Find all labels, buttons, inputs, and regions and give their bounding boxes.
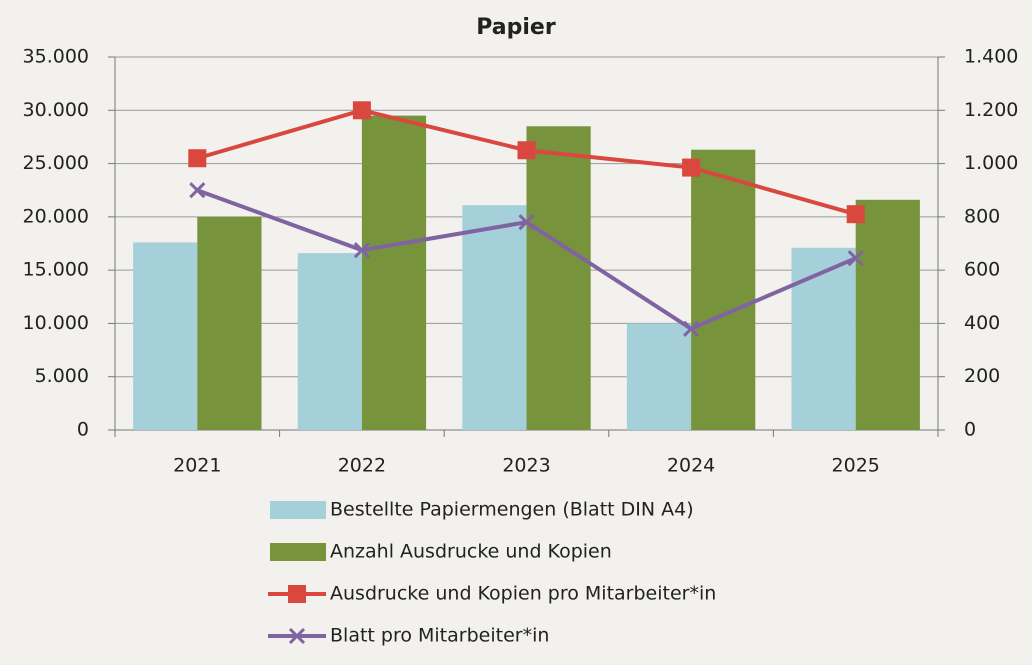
line-marker [517,141,536,160]
legend-swatch [270,501,326,519]
x-tick-label: 2021 [173,455,221,477]
y2-tick-label: 200 [964,365,1000,387]
y2-tick-label: 800 [964,205,1000,227]
legend-marker [288,585,306,603]
y-tick-label: 10.000 [23,312,89,334]
line-marker [353,242,370,259]
bar [526,126,591,431]
y2-tick-label: 400 [964,312,1000,334]
y2-tick-label: 1.200 [964,99,1018,121]
bar [361,115,427,430]
line-marker [352,101,371,120]
y2-tick-label: 0 [964,419,976,441]
y-tick-label: 25.000 [23,152,89,174]
bar [297,253,362,430]
y-tick-label: 20.000 [23,205,89,227]
legend-label: Bestellte Papiermengen (Blatt DIN A4) [330,499,694,521]
y2-tick-label: 600 [964,259,1000,281]
line-marker [188,149,207,168]
legend-label: Ausdrucke und Kopien pro Mitarbeiter*in [330,583,716,605]
bar [626,323,692,430]
bar [691,149,756,430]
line-marker [518,214,535,231]
legend-label: Blatt pro Mitarbeiter*in [330,625,549,647]
y2-tick-label: 1.000 [964,152,1018,174]
bar [133,242,198,430]
bar [462,205,527,430]
bar [855,199,920,430]
line-marker [683,320,700,337]
x-tick-label: 2024 [667,455,715,477]
bar [197,216,262,430]
y-tick-label: 15.000 [23,259,89,281]
legend-label: Anzahl Ausdrucke und Kopien [330,541,612,563]
legend-marker [288,627,306,645]
y-tick-label: 0 [77,419,89,441]
legend-swatch [270,543,326,561]
bar [791,247,856,430]
y-tick-label: 35.000 [23,46,89,68]
line-marker [682,158,701,177]
y-tick-label: 30.000 [23,99,89,121]
y2-tick-label: 1.400 [964,46,1018,68]
line-marker [846,205,865,224]
x-tick-label: 2023 [502,455,550,477]
x-tick-label: 2025 [832,455,880,477]
line-marker [847,250,864,267]
x-tick-label: 2022 [338,455,386,477]
chart-title: Papier [476,15,556,40]
line-marker [189,182,206,199]
y-tick-label: 5.000 [35,365,89,387]
